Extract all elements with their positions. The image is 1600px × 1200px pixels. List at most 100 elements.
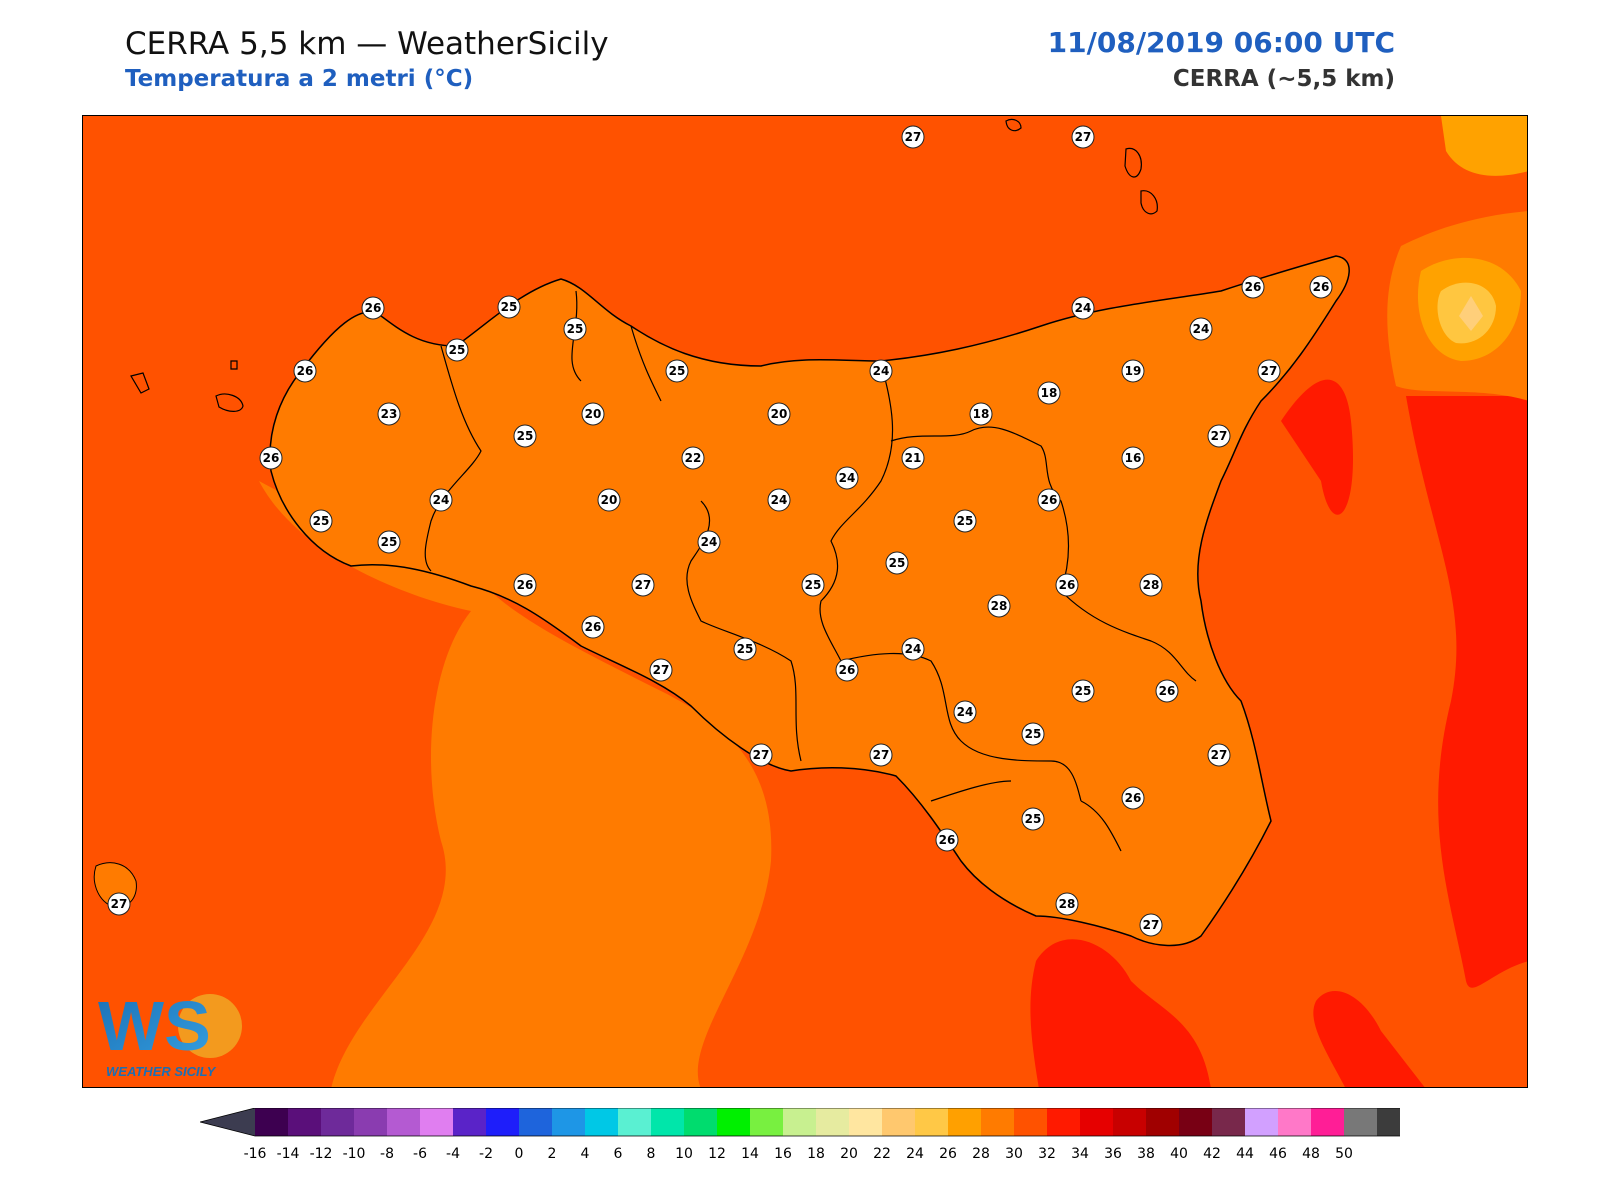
colorbar-cell <box>1047 1108 1080 1136</box>
station-marker: 24 <box>953 700 977 724</box>
station-marker-circle <box>107 892 131 916</box>
station-value-label: 27 <box>111 897 128 911</box>
calabria-land <box>1459 296 1483 331</box>
station-marker-circle <box>1071 679 1095 703</box>
colorbar-tick-label: 14 <box>741 1146 759 1162</box>
station-value-label: 25 <box>737 642 754 656</box>
colorbar-tick-label: 32 <box>1038 1146 1056 1162</box>
colorbar-tick-label: 42 <box>1203 1146 1221 1162</box>
station-marker: 26 <box>259 446 283 470</box>
station-marker: 24 <box>1071 296 1095 320</box>
station-marker-circle <box>445 338 469 362</box>
station-value-label: 24 <box>771 493 788 507</box>
station-marker: 26 <box>1037 488 1061 512</box>
colorbar-tick-label: 0 <box>515 1146 524 1162</box>
station-marker: 27 <box>1257 359 1281 383</box>
colorbar-cell <box>849 1108 882 1136</box>
station-value-label: 25 <box>381 535 398 549</box>
station-value-label: 27 <box>635 578 652 592</box>
station-marker: 27 <box>1207 424 1231 448</box>
colorbar-tick-label: 46 <box>1269 1146 1287 1162</box>
colorbar-cell <box>486 1108 519 1136</box>
station-marker-circle <box>733 637 757 661</box>
station-marker-circle <box>767 402 791 426</box>
station-value-label: 19 <box>1125 364 1142 378</box>
station-value-label: 21 <box>905 451 922 465</box>
station-marker-circle <box>1121 786 1145 810</box>
station-marker-circle <box>1207 743 1231 767</box>
station-value-label: 26 <box>1313 280 1330 294</box>
colorbar-cell <box>750 1108 783 1136</box>
station-marker-circle <box>1189 317 1213 341</box>
station-marker: 25 <box>885 551 909 575</box>
colorbar-under-arrow <box>200 1108 255 1136</box>
station-marker-circle <box>649 658 673 682</box>
station-value-label: 27 <box>1261 364 1278 378</box>
colorbar-cell <box>1212 1108 1245 1136</box>
station-value-label: 27 <box>1075 130 1092 144</box>
hot-sea-area <box>1030 939 1211 1087</box>
station-marker: 20 <box>581 402 605 426</box>
colorbar-cell <box>1146 1108 1179 1136</box>
colorbar-tick-label: 28 <box>972 1146 990 1162</box>
station-marker: 25 <box>513 424 537 448</box>
station-marker: 19 <box>1121 359 1145 383</box>
colorbar-tick-label: -16 <box>244 1146 267 1162</box>
station-marker: 24 <box>1189 317 1213 341</box>
station-value-label: 28 <box>1059 897 1076 911</box>
station-marker: 26 <box>513 573 537 597</box>
station-value-label: 24 <box>839 471 856 485</box>
colorbar-cell <box>1377 1108 1400 1136</box>
station-marker-circle <box>681 446 705 470</box>
colorbar-cell <box>552 1108 585 1136</box>
station-marker-circle <box>1257 359 1281 383</box>
station-marker: 26 <box>293 359 317 383</box>
station-marker: 28 <box>987 594 1011 618</box>
station-marker: 27 <box>631 573 655 597</box>
colorbar-cell <box>684 1108 717 1136</box>
colorbar-tick-label: -4 <box>446 1146 460 1162</box>
datetime-label: 11/08/2019 06:00 UTC <box>1047 26 1395 59</box>
station-marker: 28 <box>1139 573 1163 597</box>
colorbar-tick-label: 12 <box>708 1146 726 1162</box>
island <box>130 372 150 394</box>
station-marker: 24 <box>429 488 453 512</box>
map-panel: 27 27 26 25 25 25 26 23 20 25 25 20 24 26 24 26 26 24 19 27… <box>82 115 1528 1088</box>
logo-caption: WEATHER SICILY <box>106 1064 217 1079</box>
station-marker: 26 <box>1055 573 1079 597</box>
station-value-label: 20 <box>771 407 788 421</box>
station-marker: 25 <box>1071 679 1095 703</box>
colorbar-tick-label: 30 <box>1005 1146 1023 1162</box>
station-marker-circle <box>513 573 537 597</box>
colorbar-cell <box>882 1108 915 1136</box>
colorbar-tick-label: 6 <box>614 1146 623 1162</box>
station-marker: 20 <box>767 402 791 426</box>
colorbar-tick-label: 8 <box>647 1146 656 1162</box>
colorbar-tick-label: 10 <box>675 1146 693 1162</box>
station-marker-circle <box>377 530 401 554</box>
station-value-label: 27 <box>905 130 922 144</box>
colorbar-cell <box>1311 1108 1344 1136</box>
station-value-label: 24 <box>701 535 718 549</box>
weathersicily-logo: WS WEATHER SICILY <box>98 988 242 1079</box>
colorbar-cell <box>1014 1108 1047 1136</box>
station-marker: 27 <box>869 743 893 767</box>
colorbar-tick-label: 2 <box>548 1146 557 1162</box>
station-marker: 25 <box>953 509 977 533</box>
station-value-label: 25 <box>1025 727 1042 741</box>
colorbar-tick-label: 26 <box>939 1146 957 1162</box>
station-value-label: 16 <box>1125 451 1142 465</box>
colorbar-cell <box>1278 1108 1311 1136</box>
station-value-label: 27 <box>653 663 670 677</box>
station-marker-circle <box>869 743 893 767</box>
colorbar-cell <box>1080 1108 1113 1136</box>
station-marker-circle <box>1037 488 1061 512</box>
station-marker-circle <box>513 424 537 448</box>
colorbar-tick-label: -8 <box>380 1146 394 1162</box>
station-value-label: 27 <box>1211 748 1228 762</box>
station-value-label: 25 <box>805 578 822 592</box>
station-marker: 24 <box>697 530 721 554</box>
colorbar-cell <box>420 1108 453 1136</box>
colorbar-cell <box>519 1108 552 1136</box>
hot-sea-area <box>1406 396 1527 988</box>
